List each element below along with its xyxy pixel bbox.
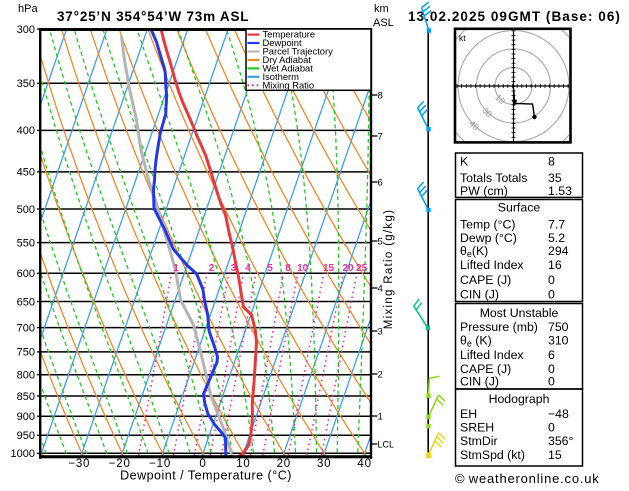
svg-text:600: 600 bbox=[17, 268, 35, 280]
svg-text:Lifted Index: Lifted Index bbox=[460, 258, 524, 272]
svg-text:−48: −48 bbox=[548, 407, 569, 421]
svg-text:PW (cm): PW (cm) bbox=[460, 184, 508, 198]
svg-text:0: 0 bbox=[548, 421, 555, 435]
svg-text:350: 350 bbox=[17, 78, 35, 90]
svg-text:Mixing Ratio: Mixing Ratio bbox=[263, 79, 315, 90]
svg-text:Pressure (mb): Pressure (mb) bbox=[460, 320, 538, 334]
svg-text:Wet Adiabat: Wet Adiabat bbox=[263, 63, 314, 74]
svg-text:5: 5 bbox=[267, 263, 273, 274]
svg-text:900: 900 bbox=[17, 411, 35, 423]
svg-text:700: 700 bbox=[17, 322, 35, 334]
svg-text:StmSpd (kt): StmSpd (kt) bbox=[460, 448, 525, 462]
svg-text:30: 30 bbox=[317, 458, 331, 470]
svg-text:2: 2 bbox=[209, 263, 215, 274]
svg-text:km: km bbox=[374, 3, 389, 15]
svg-text:15: 15 bbox=[548, 448, 562, 462]
svg-text:Dewpoint: Dewpoint bbox=[263, 37, 302, 48]
svg-text:Dewpoint / Temperature (°C): Dewpoint / Temperature (°C) bbox=[120, 469, 292, 483]
svg-text:450: 450 bbox=[17, 167, 35, 179]
svg-text:3: 3 bbox=[231, 263, 237, 274]
svg-text:8: 8 bbox=[548, 154, 555, 168]
svg-text:StmDir: StmDir bbox=[460, 434, 498, 448]
svg-text:CAPE (J): CAPE (J) bbox=[460, 362, 511, 376]
svg-text:Hodograph: Hodograph bbox=[489, 392, 550, 406]
svg-text:Surface: Surface bbox=[498, 201, 541, 215]
svg-text:Parcel Trajectory: Parcel Trajectory bbox=[263, 46, 334, 57]
svg-text:Most Unstable: Most Unstable bbox=[480, 306, 559, 320]
svg-text:−30: −30 bbox=[68, 458, 90, 470]
svg-text:Dewp (°C): Dewp (°C) bbox=[460, 231, 517, 245]
svg-text:0: 0 bbox=[548, 288, 555, 302]
svg-text:kt: kt bbox=[459, 33, 466, 43]
svg-text:300: 300 bbox=[17, 24, 35, 36]
svg-text:SREH: SREH bbox=[460, 421, 494, 435]
svg-text:1: 1 bbox=[173, 263, 179, 274]
svg-text:Mixing Ratio (g/kg): Mixing Ratio (g/kg) bbox=[383, 209, 395, 330]
svg-text:Dry Adiabat: Dry Adiabat bbox=[263, 54, 312, 65]
svg-text:6: 6 bbox=[548, 348, 555, 362]
svg-text:1: 1 bbox=[378, 411, 383, 422]
svg-text:Temp (°C): Temp (°C) bbox=[460, 217, 515, 231]
svg-text:Temperature: Temperature bbox=[263, 29, 316, 40]
svg-text:550: 550 bbox=[17, 237, 35, 249]
svg-text:Isotherm: Isotherm bbox=[263, 71, 300, 82]
svg-text:25: 25 bbox=[356, 263, 368, 274]
svg-text:10: 10 bbox=[236, 458, 250, 470]
svg-text:310: 310 bbox=[548, 333, 569, 347]
svg-text:16: 16 bbox=[548, 258, 562, 272]
svg-text:750: 750 bbox=[548, 320, 569, 334]
svg-text:35: 35 bbox=[548, 171, 562, 185]
svg-text:8: 8 bbox=[378, 90, 383, 101]
svg-text:500: 500 bbox=[17, 204, 35, 216]
svg-text:0: 0 bbox=[548, 273, 555, 287]
svg-text:10: 10 bbox=[297, 263, 309, 274]
svg-text:6: 6 bbox=[378, 177, 383, 188]
svg-text:−10: −10 bbox=[149, 458, 171, 470]
svg-text:CIN (J): CIN (J) bbox=[460, 375, 499, 389]
svg-text:950: 950 bbox=[17, 430, 35, 442]
svg-text:−20: −20 bbox=[109, 458, 131, 470]
svg-text:© weatheronline.co.uk: © weatheronline.co.uk bbox=[455, 471, 600, 486]
svg-text:CAPE (J): CAPE (J) bbox=[460, 273, 511, 287]
svg-text:0: 0 bbox=[548, 375, 555, 389]
svg-text:Totals Totals: Totals Totals bbox=[460, 171, 527, 185]
svg-text:37°25’N 354°54’W 73m ASL: 37°25’N 354°54’W 73m ASL bbox=[57, 9, 249, 24]
svg-text:0: 0 bbox=[199, 458, 206, 470]
svg-text:θe(K): θe(K) bbox=[460, 244, 488, 259]
svg-text:2: 2 bbox=[378, 369, 383, 380]
svg-text:800: 800 bbox=[17, 370, 35, 382]
svg-text:5.2: 5.2 bbox=[548, 231, 565, 245]
svg-text:850: 850 bbox=[17, 391, 35, 403]
svg-text:5: 5 bbox=[378, 236, 383, 247]
svg-text:20: 20 bbox=[277, 458, 291, 470]
svg-text:CIN (J): CIN (J) bbox=[460, 288, 499, 302]
svg-text:0: 0 bbox=[548, 362, 555, 376]
svg-text:20: 20 bbox=[342, 263, 354, 274]
svg-text:1.53: 1.53 bbox=[548, 184, 572, 198]
svg-text:8: 8 bbox=[285, 263, 291, 274]
svg-text:ASL: ASL bbox=[373, 17, 394, 29]
svg-text:Lifted Index: Lifted Index bbox=[460, 348, 524, 362]
svg-text:K: K bbox=[460, 154, 469, 168]
svg-text:15: 15 bbox=[323, 263, 335, 274]
svg-text:4: 4 bbox=[378, 283, 383, 294]
svg-text:EH: EH bbox=[460, 407, 477, 421]
svg-text:3: 3 bbox=[378, 326, 383, 337]
svg-text:7.7: 7.7 bbox=[548, 217, 565, 231]
svg-text:294: 294 bbox=[548, 244, 569, 258]
svg-text:400: 400 bbox=[17, 125, 35, 137]
svg-text:1000: 1000 bbox=[11, 448, 35, 460]
svg-text:θe (K): θe (K) bbox=[460, 333, 492, 348]
svg-text:13.02.2025 09GMT (Base: 06): 13.02.2025 09GMT (Base: 06) bbox=[408, 9, 621, 24]
svg-text:750: 750 bbox=[17, 347, 35, 359]
svg-text:650: 650 bbox=[17, 296, 35, 308]
svg-text:7: 7 bbox=[378, 131, 383, 142]
svg-text:4: 4 bbox=[245, 263, 251, 274]
svg-text:hPa: hPa bbox=[18, 3, 38, 15]
svg-text:LCL: LCL bbox=[378, 439, 395, 449]
svg-text:40: 40 bbox=[357, 458, 371, 470]
svg-text:356°: 356° bbox=[548, 434, 574, 448]
